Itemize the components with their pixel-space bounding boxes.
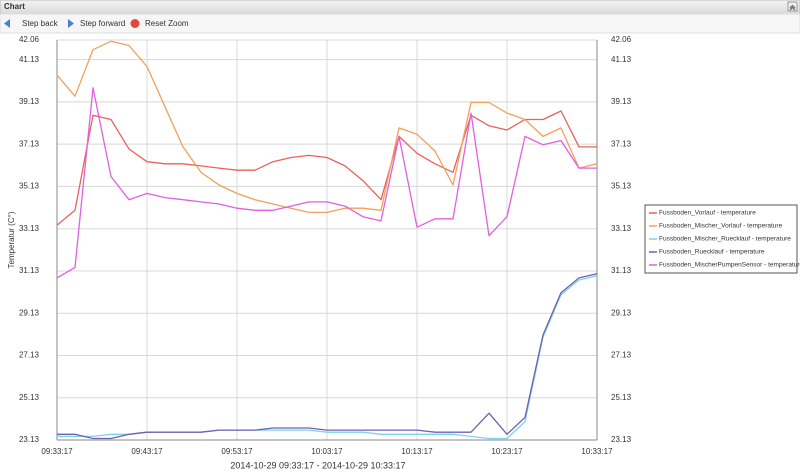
x-tick-label: 09:43:17 — [131, 447, 163, 456]
data-line — [56, 110, 597, 226]
y2-tick-label: 25.13 — [611, 393, 632, 402]
x-tick-label: 10:13:17 — [401, 447, 433, 456]
legend-label: Fussboden_Mischer_Ruecklauf - temperatur… — [659, 236, 791, 243]
y-tick-label: 35.13 — [19, 182, 40, 191]
step-back-button[interactable]: Step back — [4, 19, 59, 28]
x-tick-label: 09:53:17 — [221, 447, 253, 456]
y-tick-label: 23.13 — [19, 435, 40, 444]
x-tick-label: 09:33:17 — [41, 447, 73, 456]
legend-label: Fussboden_Mischer_Vorlauf - temperature — [659, 223, 783, 230]
x-tick-label: 10:33:17 — [581, 447, 613, 456]
step-forward-button[interactable]: Step forward — [68, 19, 125, 28]
y-tick-label: 42.06 — [19, 35, 40, 44]
y2-tick-label: 31.13 — [611, 266, 632, 275]
collapse-button[interactable] — [787, 1, 798, 12]
collapse-icon — [789, 4, 796, 11]
y-tick-label: 37.13 — [19, 139, 40, 148]
y-tick-label: 41.13 — [19, 55, 40, 64]
toolbar-label: Reset Zoom — [145, 19, 189, 28]
y2-tick-label: 29.13 — [611, 308, 632, 317]
toolbar — [0, 13, 800, 34]
data-line — [56, 87, 597, 279]
data-line — [57, 273, 598, 440]
x-axis-title: 2014-10-29 09:33:17 - 2014-10-29 10:33:1… — [230, 460, 405, 470]
y2-tick-label: 33.13 — [611, 224, 632, 233]
data-line — [56, 40, 598, 214]
y-tick-label: 29.13 — [19, 308, 40, 317]
legend-label: Fussboden_Vorlauf - temperature — [659, 210, 756, 217]
step-forward-icon — [68, 19, 74, 28]
y2-tick-label: 27.13 — [611, 351, 632, 360]
legend-label: Fussboden_MischerPumpenSensor - temperat… — [659, 262, 800, 269]
y-tick-label: 25.13 — [19, 393, 40, 402]
y-axis-title: Temperatur (C°) — [7, 211, 16, 268]
y-tick-label: 31.13 — [19, 266, 40, 275]
window-title: Chart — [4, 2, 25, 11]
y-tick-label: 39.13 — [19, 97, 40, 106]
legend — [644, 204, 798, 274]
reset-zoom-icon — [130, 19, 140, 28]
y2-tick-label: 23.13 — [611, 435, 632, 444]
step-back-icon — [4, 19, 10, 28]
y2-tick-label: 41.13 — [611, 55, 632, 64]
title-bar — [0, 0, 800, 15]
x-tick-label: 10:23:17 — [491, 447, 523, 456]
y2-tick-label: 42.06 — [611, 35, 632, 44]
x-tick-label: 10:03:17 — [311, 447, 343, 456]
y-tick-label: 33.13 — [19, 224, 40, 233]
y2-tick-label: 39.13 — [611, 97, 632, 106]
reset-zoom-button[interactable]: Reset Zoom — [130, 19, 189, 28]
legend-label: Fussboden_Ruecklauf - temperature — [659, 249, 765, 256]
y-tick-label: 27.13 — [19, 351, 40, 360]
toolbar-label: Step forward — [80, 19, 125, 28]
y2-tick-label: 35.13 — [611, 182, 632, 191]
toolbar-label: Step back — [22, 19, 59, 28]
y2-tick-label: 37.13 — [611, 139, 632, 148]
